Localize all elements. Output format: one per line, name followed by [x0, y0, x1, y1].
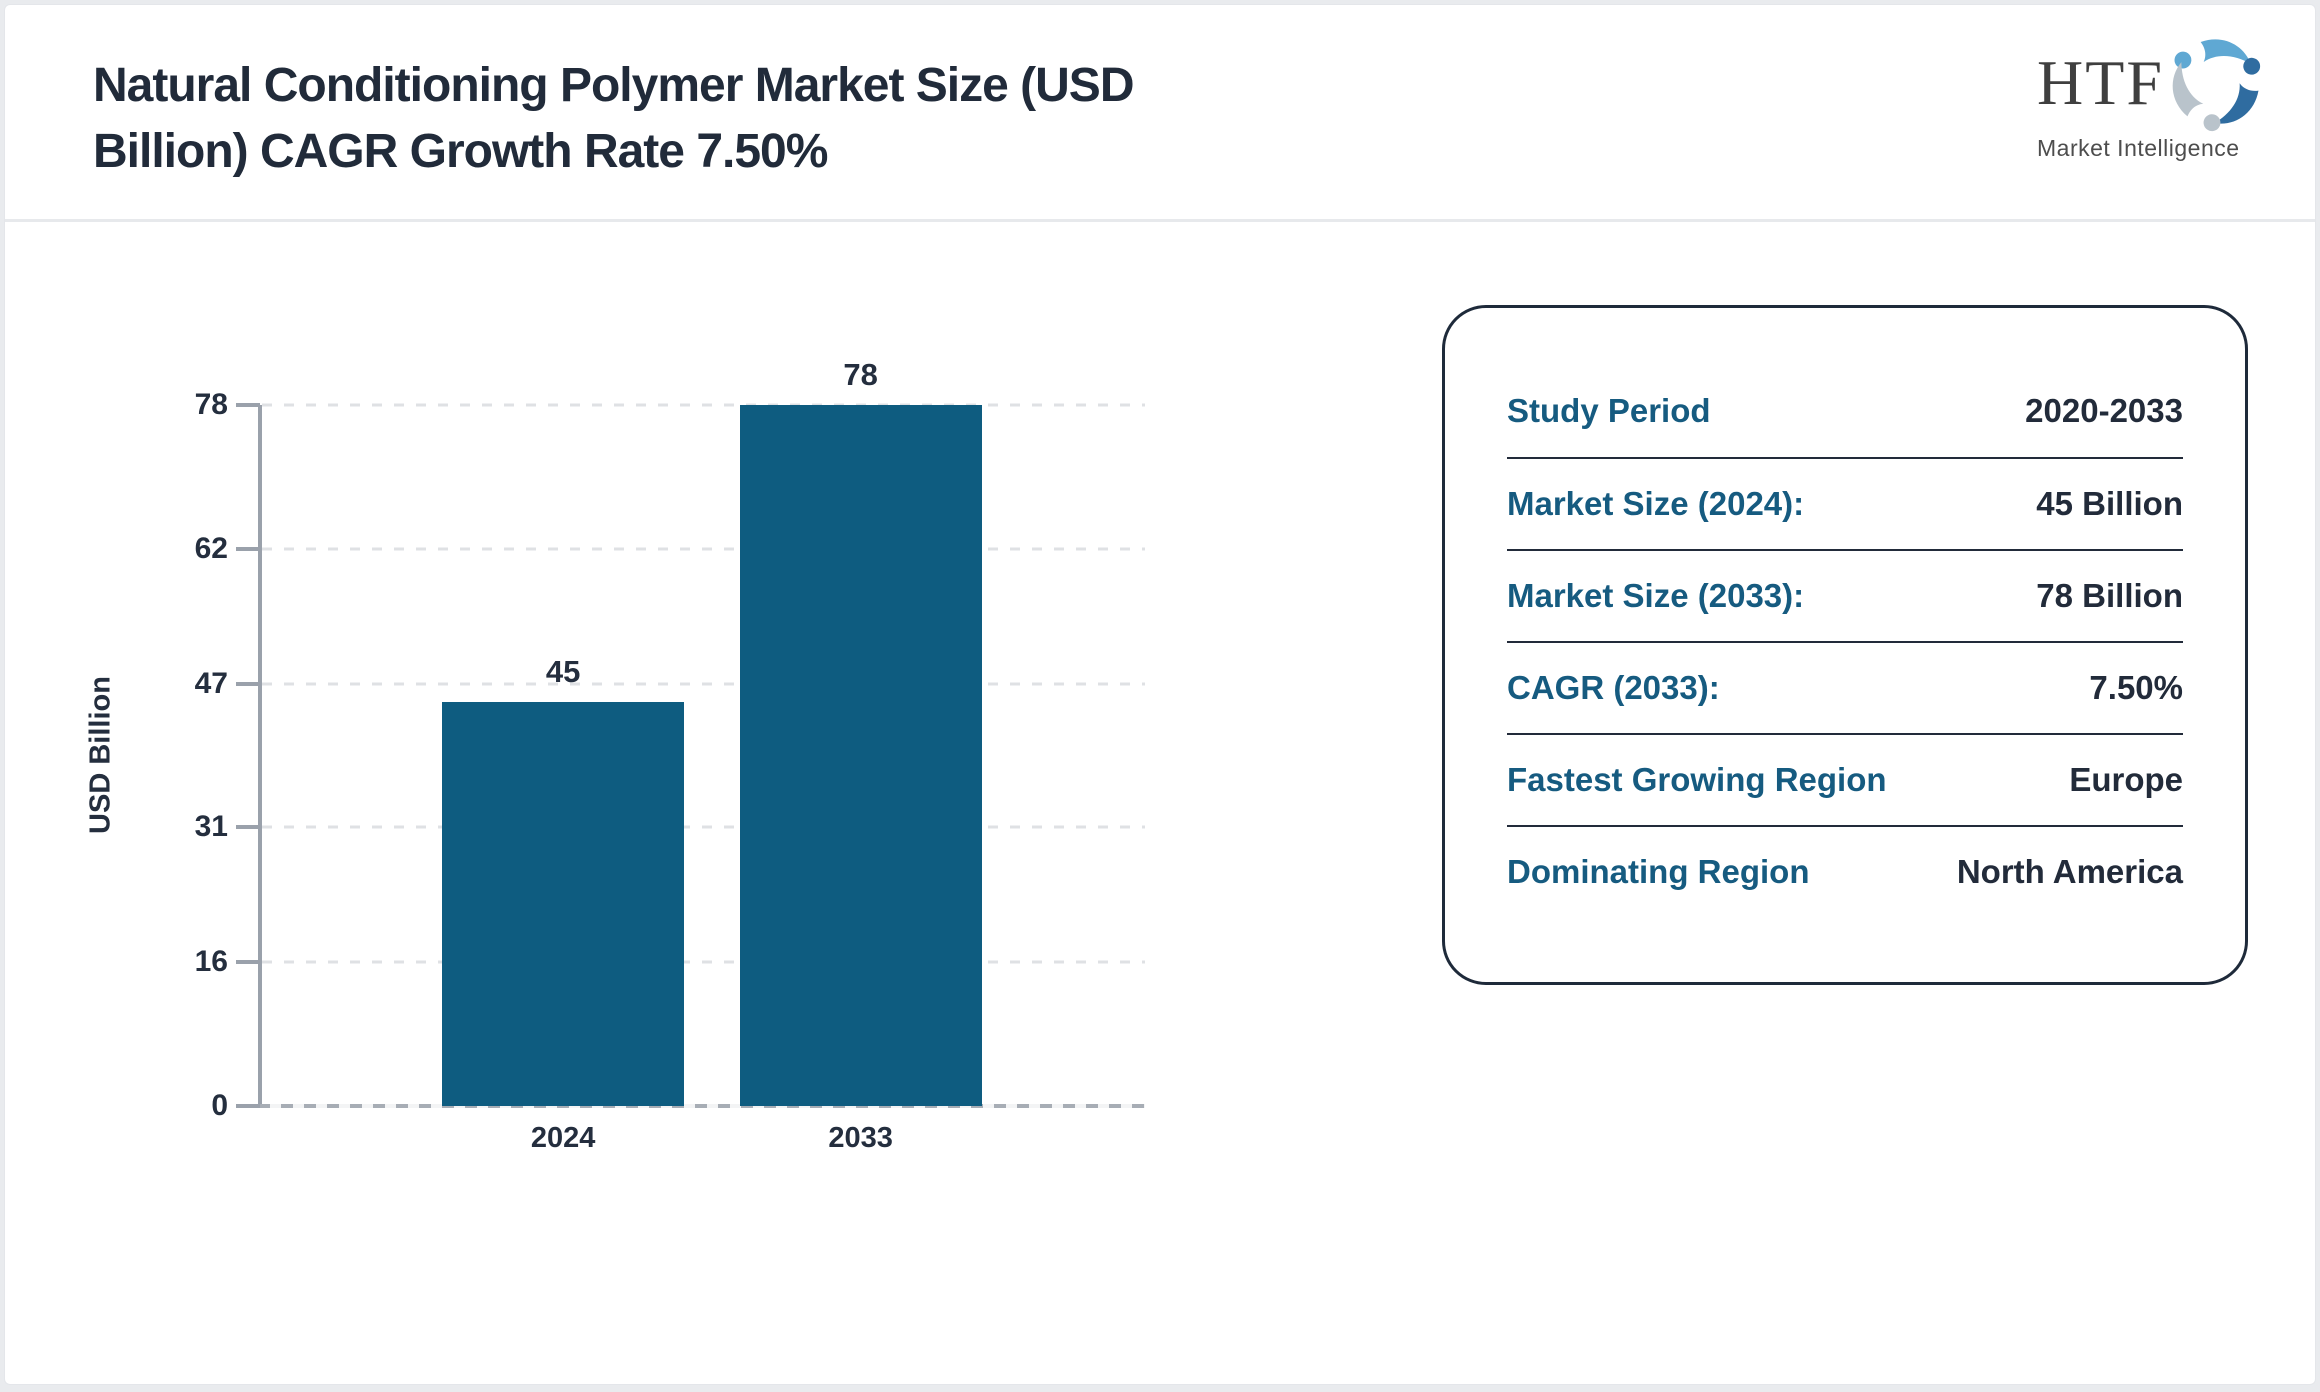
- header-divider: [5, 219, 2315, 222]
- y-axis-title: USD Billion: [84, 676, 117, 834]
- htf-logo: HTF Market Intelligence: [2037, 31, 2265, 162]
- panel-row-value: 78 Billion: [2036, 577, 2183, 614]
- panel-row-value: 7.50%: [2089, 669, 2183, 706]
- page-title-line-1: Natural Conditioning Polymer Market Size…: [93, 59, 1134, 112]
- panel-row: Dominating Region North America: [1507, 825, 2183, 917]
- y-tick-mark: [236, 825, 260, 830]
- panel-row-value: 45 Billion: [2036, 485, 2183, 522]
- panel-row-label: CAGR (2033):: [1507, 669, 1720, 706]
- y-tick-mark: [236, 546, 260, 551]
- x-axis-baseline: [258, 1104, 1145, 1108]
- bar-chart-plot: 0 16 31 47 62 78 45 2024 78 2033: [195, 357, 1145, 1154]
- panel-row: Market Size (2033): 78 Billion: [1507, 549, 2183, 641]
- gridline: [262, 547, 1145, 551]
- gridline: [262, 825, 1145, 829]
- y-tick-mark: [236, 960, 260, 965]
- panel-row: Market Size (2024): 45 Billion: [1507, 457, 2183, 549]
- panel-row-label: Fastest Growing Region: [1507, 761, 1887, 798]
- y-tick-mark: [236, 681, 260, 686]
- y-tick-mark: [236, 1104, 260, 1108]
- panel-row-label: Market Size (2033):: [1507, 577, 1805, 614]
- panel-row-value: Europe: [2069, 761, 2183, 798]
- panel-row-value: 2020-2033: [2025, 392, 2183, 429]
- gridline: [262, 403, 1145, 407]
- panel-row: Fastest Growing Region Europe: [1507, 733, 2183, 825]
- panel-row-value: North America: [1956, 853, 2183, 890]
- bar-2033: [739, 405, 982, 1106]
- y-tick-label: 47: [194, 666, 228, 700]
- y-tick-label: 16: [194, 945, 228, 979]
- panel-row-label: Study Period: [1507, 392, 1711, 429]
- panel-row-label: Market Size (2024):: [1507, 485, 1805, 522]
- x-tick-label: 2033: [828, 1122, 893, 1154]
- summary-panel: Study Period 2020-2033 Market Size (2024):…: [1442, 305, 2248, 985]
- logo-subtitle: Market Intelligence: [2037, 135, 2240, 161]
- logo-brand-text: HTF: [2037, 47, 2164, 118]
- gridline: [262, 682, 1145, 686]
- panel-row: Study Period 2020-2033: [1507, 365, 2183, 457]
- y-tick-label: 31: [194, 810, 228, 844]
- bar-2024: [442, 701, 685, 1106]
- bar-value-label: 45: [545, 653, 581, 689]
- panel-row-label: Dominating Region: [1507, 853, 1810, 890]
- y-tick-mark: [236, 403, 260, 407]
- panel-row: CAGR (2033): 7.50%: [1507, 641, 2183, 733]
- logo-swirl-icon: [2172, 39, 2261, 132]
- y-axis-line: [258, 405, 262, 1108]
- y-tick-label: 62: [194, 531, 228, 565]
- y-tick-label: 0: [211, 1089, 228, 1122]
- page-title-line-2: Billion) CAGR Growth Rate 7.50%: [93, 125, 828, 178]
- x-tick-label: 2024: [530, 1122, 596, 1154]
- page-title: Natural Conditioning Polymer Market Size…: [93, 53, 1134, 185]
- bar-value-label: 78: [843, 357, 878, 392]
- logo-row: HTF: [2037, 31, 2265, 135]
- gridline: [262, 960, 1145, 964]
- report-card: Natural Conditioning Polymer Market Size…: [4, 4, 2316, 1385]
- y-tick-label: 78: [194, 388, 228, 421]
